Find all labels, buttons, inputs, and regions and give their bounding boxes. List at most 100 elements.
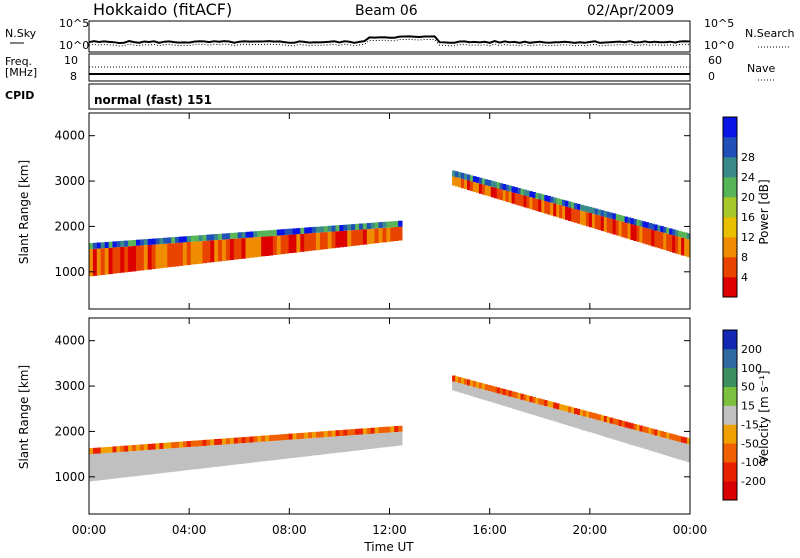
heatmap-fringe-cell — [562, 404, 566, 411]
heatmap-fringe-cell — [657, 225, 661, 232]
heatmap-fringe-cell — [89, 448, 94, 455]
heatmap-cell — [288, 439, 293, 459]
heatmap-cell — [657, 231, 661, 249]
heatmap-cell — [684, 238, 688, 257]
heatmap-cell — [304, 438, 309, 457]
heatmap-cell — [612, 219, 617, 235]
heatmap-fringe-cell — [678, 230, 682, 237]
heatmap-fringe-cell — [511, 391, 516, 398]
heatmap-fringe-cell — [597, 414, 602, 421]
heatmap-fringe-cell — [651, 428, 655, 435]
heatmap-fringe-cell — [678, 435, 682, 442]
heatmap-cell — [496, 188, 501, 200]
heatmap-fringe-cell — [390, 426, 395, 433]
heatmap-fringe-cell — [687, 233, 691, 240]
heatmap-cell — [276, 440, 282, 460]
heatmap-cell — [517, 399, 521, 411]
heatmap-fringe-cell — [296, 433, 301, 440]
heatmap-cell — [233, 238, 239, 260]
heatmap-cell — [568, 412, 572, 426]
heatmap-cell — [331, 231, 336, 249]
heatmap-cell — [253, 442, 258, 463]
heatmap-fringe-cell — [612, 418, 617, 425]
velocity-panel: Slant Range [km] 1000 2000 3000 4000 — [17, 317, 691, 515]
heatmap-cell — [615, 425, 620, 441]
heatmap-fringe-cell — [147, 443, 153, 450]
heatmap-fringe-cell — [398, 220, 403, 227]
heatmap-cell — [684, 443, 688, 462]
power-yticks: 1000 2000 3000 4000 — [54, 129, 690, 279]
heatmap-fringe-cell — [684, 437, 688, 444]
heatmap-cell — [386, 432, 391, 447]
heatmap-fringe-cell — [202, 439, 207, 446]
heatmap-fringe-cell — [675, 230, 679, 237]
freq-tick-high: 10 — [64, 54, 78, 67]
colorbar-swatch — [723, 462, 737, 482]
heatmap-fringe-cell — [550, 196, 554, 203]
heatmap-cell — [261, 441, 266, 462]
heatmap-fringe-cell — [175, 236, 180, 243]
cpid-value: normal (fast) 151 — [94, 93, 212, 107]
heatmap-cell — [147, 449, 153, 475]
heatmap-fringe-cell — [672, 229, 676, 236]
heatmap-cell — [206, 445, 211, 468]
heatmap-fringe-cell — [624, 421, 629, 428]
heatmap-fringe-cell — [249, 231, 254, 238]
heatmap-fringe-cell — [621, 215, 626, 222]
colorbar-tick-label: -50 — [741, 437, 759, 450]
heatmap-cell — [464, 384, 468, 395]
nave-label: Nave — [747, 62, 775, 75]
heatmap-cell — [681, 237, 685, 256]
heatmap-fringe-cell — [577, 203, 581, 210]
heatmap-cell — [304, 233, 309, 252]
heatmap-fringe-cell — [312, 431, 317, 438]
heatmap-fringe-cell — [541, 399, 545, 406]
heatmap-cell — [621, 221, 626, 238]
heatmap-cell — [645, 228, 649, 245]
heatmap-fringe-cell — [452, 170, 456, 177]
heatmap-fringe-cell — [182, 441, 188, 448]
heatmap-cell — [514, 398, 519, 410]
heatmap-cell — [323, 437, 329, 455]
heatmap-cell — [651, 229, 655, 247]
heatmap-cell — [179, 447, 184, 471]
heatmap-fringe-cell — [526, 190, 530, 197]
heatmap-fringe-cell — [660, 226, 664, 233]
heatmap-cell — [190, 241, 196, 265]
heatmap-fringe-cell — [362, 428, 368, 435]
heatmap-fringe-cell — [535, 397, 539, 404]
heatmap-fringe-cell — [600, 210, 605, 217]
heatmap-cell — [351, 435, 356, 451]
freq-tick-low: 8 — [70, 70, 77, 83]
heatmap-cell — [553, 203, 557, 217]
heatmap-cell — [568, 207, 572, 221]
heatmap-cell — [351, 230, 356, 246]
colorbar-swatch — [723, 386, 737, 406]
noise-tick-low: 10^0 — [59, 39, 89, 52]
heatmap-fringe-cell — [167, 237, 172, 244]
heatmap-fringe-cell — [237, 232, 243, 239]
heatmap-cell — [675, 441, 679, 459]
heatmap-cell — [585, 417, 590, 432]
heatmap-fringe-cell — [565, 200, 569, 207]
heatmap-fringe-cell — [343, 224, 348, 231]
heatmap-cell — [132, 246, 137, 272]
colorbar-tick-label: 20 — [741, 191, 755, 204]
heatmap-fringe-cell — [639, 425, 643, 432]
xtick-label: 08:00 — [272, 523, 307, 537]
heatmap-fringe-cell — [382, 221, 387, 228]
heatmap-fringe-cell — [464, 378, 468, 385]
heatmap-fringe-cell — [315, 431, 321, 438]
heatmap-fringe-cell — [143, 239, 149, 246]
heatmap-cell — [574, 414, 578, 428]
heatmap-cell — [378, 228, 383, 243]
heatmap-cell — [535, 403, 539, 417]
heatmap-cell — [167, 448, 172, 473]
heatmap-cell — [660, 437, 664, 455]
heatmap-cell — [648, 228, 652, 246]
heatmap-fringe-cell — [478, 177, 483, 184]
heatmap-fringe-cell — [229, 232, 235, 239]
freq-label: Freq. — [5, 55, 32, 68]
heatmap-cell — [343, 230, 348, 247]
heatmap-cell — [186, 242, 192, 265]
